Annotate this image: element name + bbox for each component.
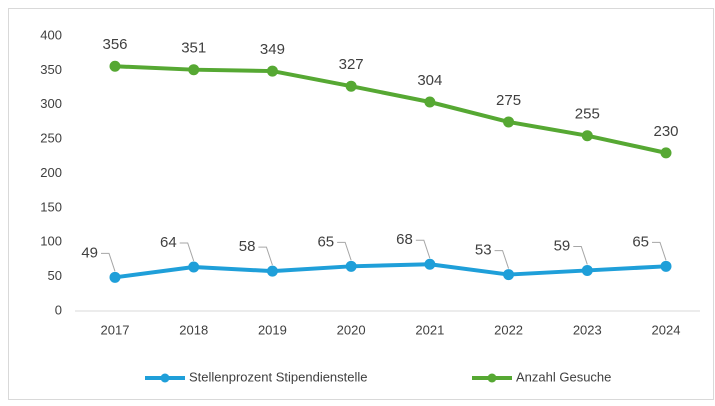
data-point — [503, 269, 515, 281]
data-point — [581, 264, 593, 276]
legend-marker — [487, 373, 497, 383]
leader-line — [652, 241, 667, 261]
leader-line — [494, 250, 510, 269]
data-label: 58 — [239, 238, 256, 255]
x-tick-label: 2019 — [258, 322, 287, 337]
leader-line — [101, 252, 116, 272]
leader-line — [179, 242, 195, 262]
legend-marker — [160, 373, 170, 383]
y-tick-label: 250 — [40, 131, 62, 146]
data-point — [424, 258, 436, 270]
data-label: 65 — [317, 233, 334, 250]
data-label: 275 — [496, 92, 521, 109]
x-tick-label: 2022 — [494, 322, 523, 337]
data-point — [188, 64, 200, 76]
y-tick-label: 100 — [40, 234, 62, 249]
data-label: 53 — [475, 242, 492, 259]
y-tick-label: 400 — [40, 27, 62, 42]
data-point — [424, 96, 436, 108]
series-line — [114, 262, 667, 280]
chart-border — [8, 8, 714, 400]
leader-line — [337, 241, 352, 261]
y-tick-label: 350 — [40, 62, 62, 77]
data-point — [109, 60, 121, 72]
legend-label: Stellenprozent Stipendienstelle — [189, 369, 368, 384]
data-point — [660, 147, 672, 159]
y-tick-label: 300 — [40, 96, 62, 111]
data-label: 49 — [81, 244, 98, 261]
series-line — [114, 64, 667, 155]
y-tick-label: 0 — [55, 302, 62, 317]
x-tick-label: 2024 — [652, 322, 681, 337]
data-label: 327 — [339, 56, 364, 73]
data-label: 351 — [181, 40, 206, 57]
data-point — [109, 271, 121, 283]
y-tick-label: 50 — [48, 268, 62, 283]
data-point — [345, 260, 357, 272]
x-tick-label: 2017 — [101, 322, 130, 337]
data-point — [503, 116, 515, 128]
data-label: 356 — [102, 36, 127, 53]
x-tick-label: 2020 — [337, 322, 366, 337]
y-tick-label: 200 — [40, 165, 62, 180]
data-point — [188, 261, 200, 273]
data-label: 65 — [632, 233, 649, 250]
x-tick-label: 2021 — [415, 322, 444, 337]
legend-label: Anzahl Gesuche — [516, 369, 611, 384]
data-label: 64 — [160, 234, 177, 251]
data-label: 68 — [396, 231, 413, 248]
data-label: 304 — [417, 72, 442, 89]
data-point — [266, 65, 278, 77]
x-tick-label: 2023 — [573, 322, 602, 337]
data-label: 230 — [653, 123, 678, 140]
y-tick-label: 150 — [40, 199, 62, 214]
leader-line — [258, 246, 273, 266]
data-label: 59 — [554, 237, 571, 254]
leader-line — [573, 245, 588, 265]
leader-line — [415, 239, 431, 259]
x-tick-label: 2018 — [179, 322, 208, 337]
data-point — [266, 265, 278, 277]
data-point — [345, 80, 357, 92]
data-label: 349 — [260, 41, 285, 58]
data-label: 255 — [575, 106, 600, 123]
data-point — [660, 260, 672, 272]
data-point — [581, 130, 593, 142]
